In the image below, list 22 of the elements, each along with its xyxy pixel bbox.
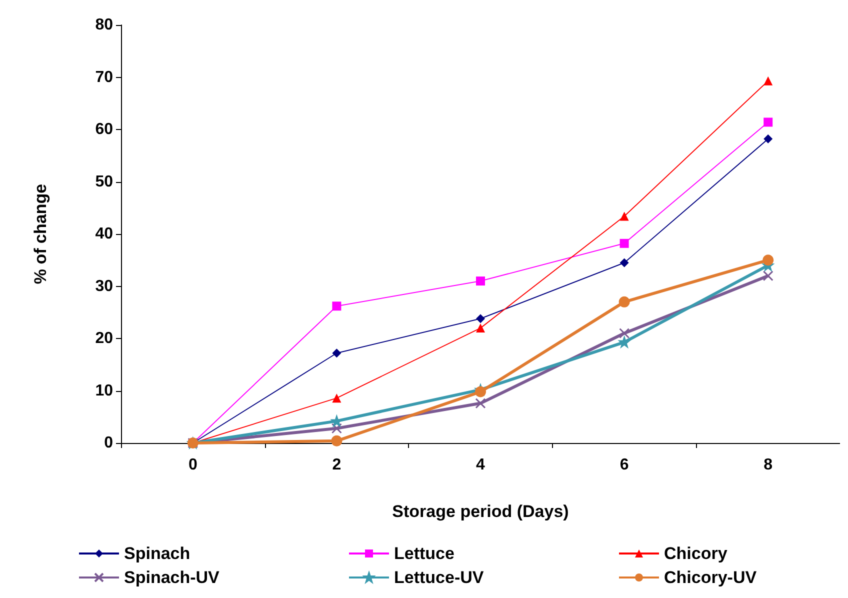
x-tick-label: 0 xyxy=(188,456,198,474)
y-tick-label: 10 xyxy=(95,382,114,400)
x-tick-label: 2 xyxy=(332,456,342,474)
legend-label: Lettuce xyxy=(394,544,454,563)
x-axis-title: Storage period (Days) xyxy=(392,502,569,521)
legend-label: Chicory-UV xyxy=(664,568,758,587)
y-tick-label: 80 xyxy=(95,16,114,34)
y-tick-label: 60 xyxy=(95,121,114,138)
y-tick-label: 0 xyxy=(104,434,114,452)
legend-label: Spinach xyxy=(124,544,190,563)
y-tick-label: 20 xyxy=(95,330,114,347)
x-tick-label: 4 xyxy=(476,456,486,474)
x-tick-label: 6 xyxy=(620,456,629,474)
y-tick-label: 50 xyxy=(95,173,114,190)
y-axis-title: % of change xyxy=(31,184,50,284)
x-tick-label: 8 xyxy=(764,456,773,474)
y-tick-label: 30 xyxy=(95,278,114,295)
y-tick-label: 70 xyxy=(95,68,114,86)
legend-label: Spinach-UV xyxy=(124,568,220,587)
legend-label: Chicory xyxy=(664,544,728,563)
legend-label: Lettuce-UV xyxy=(394,568,484,587)
y-tick-label: 40 xyxy=(95,226,114,242)
